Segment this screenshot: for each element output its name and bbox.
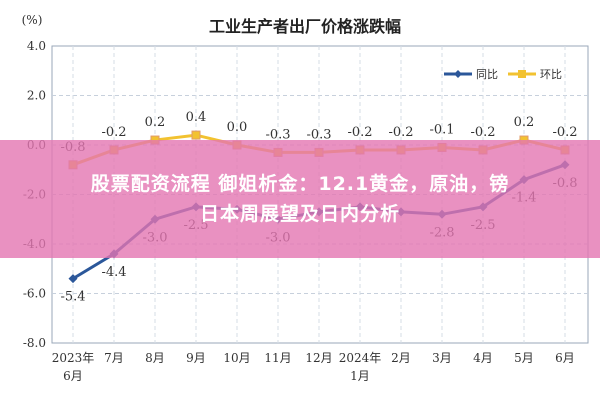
data-label: -0.2 [101,125,126,140]
legend-label: 同比 [476,68,498,81]
x-tick-label: 5月 [514,351,534,365]
data-label: -0.2 [347,125,372,140]
x-tick-label: 10月 [223,351,250,365]
chart-title: 工业生产者出厂价格涨跌幅 [209,17,401,36]
data-label: -0.3 [265,127,290,142]
data-label: -0.2 [470,125,495,140]
y-tick-label: -8.0 [23,336,46,350]
x-tick-label: 7月 [104,351,124,365]
overlay-banner: 股票配资流程 御姐析金：12.1黄金，原油，镑 日本周展望及日内分析 [0,140,600,258]
data-label: 0.2 [514,115,535,130]
x-tick-label: 4月 [473,351,493,365]
y-tick-label: 4.0 [27,39,46,53]
x-tick-label: 8月 [145,351,165,365]
x-tick-label: 2023年 6月 [52,351,95,383]
y-tick-label: -6.0 [23,287,46,301]
x-tick-label: 9月 [186,351,206,365]
data-label: -4.4 [101,265,126,280]
overlay-line-2: 日本周展望及日内分析 [199,203,400,225]
overlay-line-1: 股票配资流程 御姐析金：12.1黄金，原油，镑 [90,173,510,195]
data-point [68,274,78,284]
x-tick-label: 6月 [555,351,575,365]
x-tick-label: 3月 [432,351,452,365]
y-axis-unit: (%) [22,13,43,27]
x-tick-label: 12月 [305,351,332,365]
data-label: 0.0 [227,120,248,135]
data-label: 0.4 [186,110,207,125]
data-label: -0.1 [429,122,454,137]
data-label: 0.2 [145,115,166,130]
data-label: -0.3 [306,127,331,142]
data-point [191,130,201,140]
legend-swatch-marker [518,70,526,78]
x-tick-label: 2月 [391,351,411,365]
y-tick-label: 2.0 [27,89,46,103]
legend-swatch-marker [454,70,462,78]
data-label: -5.4 [60,290,85,305]
x-tick-label: 11月 [264,351,291,365]
x-tick-label: 2024年 1月 [339,351,382,383]
data-label: -0.2 [552,125,577,140]
data-label: -0.2 [388,125,413,140]
legend-label: 环比 [540,68,562,81]
